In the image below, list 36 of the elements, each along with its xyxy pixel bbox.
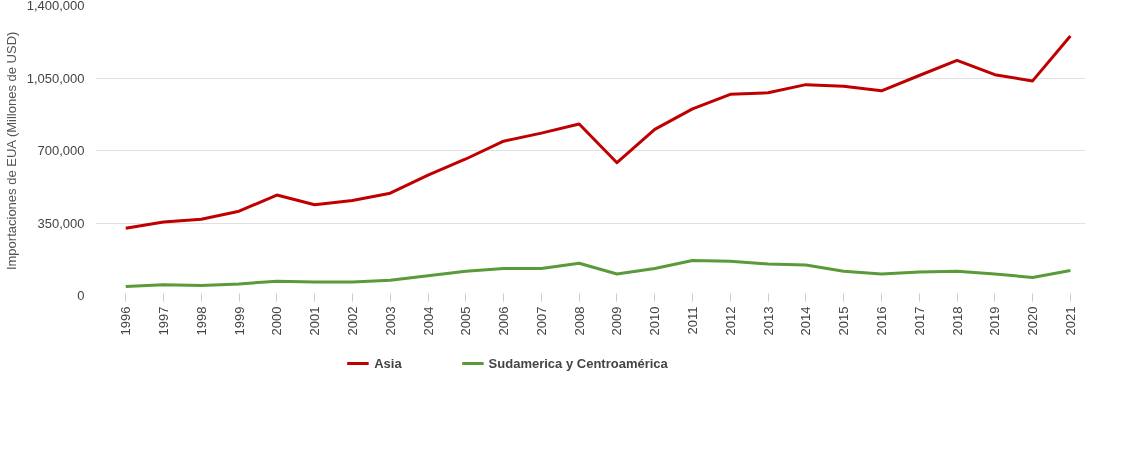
x-tick-label: 2001 (307, 306, 323, 336)
x-tick-label: 2005 (458, 306, 474, 336)
x-tick-label: 1996 (118, 306, 134, 336)
x-tick-label: 2009 (609, 306, 625, 336)
x-tick-label: 2015 (836, 306, 852, 336)
x-tick-label: 2008 (571, 306, 587, 336)
y-tick-label: 0 (77, 288, 85, 303)
line-series (124, 258, 1072, 289)
x-tick-label: 2021 (1062, 306, 1078, 336)
y-axis-title: Importaciones de EUA (Millones de USD) (3, 31, 19, 271)
legend-label: Sudamerica y Centroamérica (488, 355, 668, 371)
x-tick-label: 2004 (420, 306, 436, 336)
x-tick-label: 1998 (193, 306, 209, 336)
x-tick-label: 2013 (760, 306, 776, 336)
x-tick-label: 2003 (382, 306, 398, 336)
y-tick-label: 1,400,000 (26, 0, 85, 13)
x-tick-label: 1997 (156, 306, 172, 336)
x-tick-label: 2012 (722, 306, 738, 336)
line-series (124, 34, 1072, 230)
y-tick-label: 700,000 (37, 143, 85, 158)
x-tick-label: 2014 (798, 306, 814, 336)
x-tick-label: 2019 (987, 306, 1003, 336)
x-tick-label: 2017 (911, 306, 927, 336)
y-tick-label: 350,000 (37, 215, 85, 231)
x-tick-label: 2016 (873, 306, 889, 336)
x-tick-label: 2020 (1025, 306, 1041, 336)
x-tick-label: 1999 (231, 306, 247, 336)
x-tick-label: 2007 (533, 306, 549, 336)
x-tick-label: 2006 (496, 306, 512, 336)
x-tick-label: 2018 (949, 306, 965, 336)
x-tick-label: 2002 (344, 306, 360, 336)
x-tick-label: 2010 (647, 306, 663, 336)
y-tick-label: 1,050,000 (26, 70, 85, 86)
legend-label: Asia (374, 355, 402, 371)
x-tick-label: 2000 (269, 306, 285, 336)
x-tick-label: 2011 (685, 306, 701, 335)
